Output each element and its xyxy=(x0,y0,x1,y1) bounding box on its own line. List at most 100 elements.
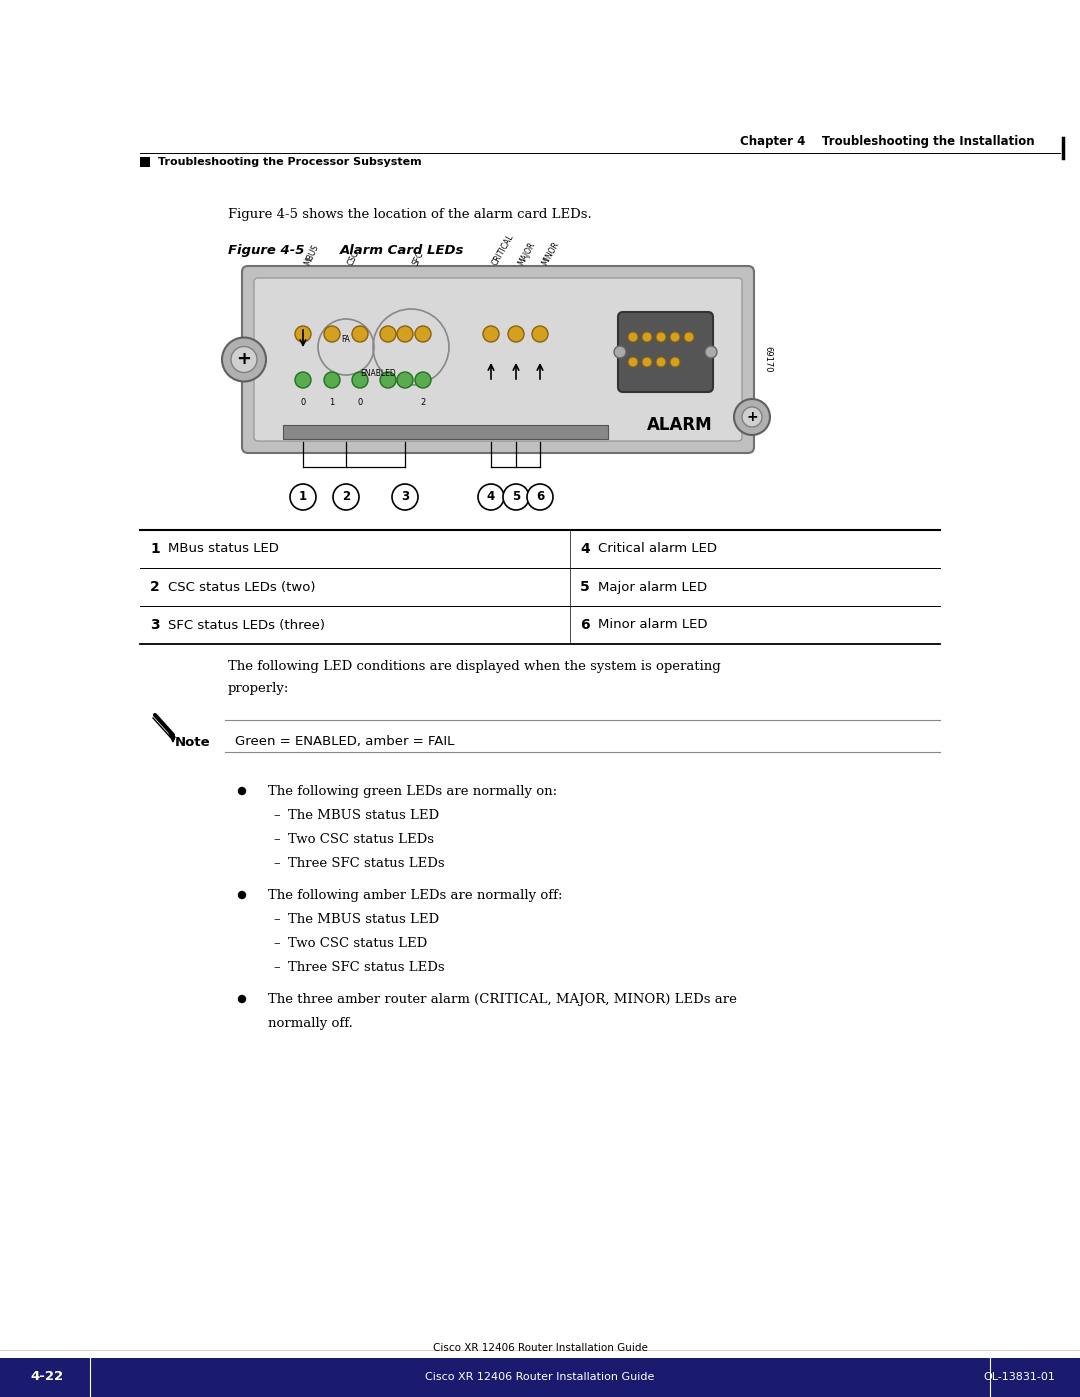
Circle shape xyxy=(734,400,770,434)
FancyBboxPatch shape xyxy=(254,278,742,441)
Text: 5: 5 xyxy=(512,490,521,503)
Text: SFC: SFC xyxy=(411,250,426,267)
Circle shape xyxy=(352,372,368,388)
Text: 3: 3 xyxy=(401,490,409,503)
Circle shape xyxy=(291,483,316,510)
Text: CRITICAL: CRITICAL xyxy=(491,233,516,267)
Circle shape xyxy=(392,483,418,510)
Text: MAJOR: MAJOR xyxy=(516,240,537,267)
Text: MINOR: MINOR xyxy=(540,240,561,267)
Text: 2: 2 xyxy=(150,580,160,594)
Text: 4: 4 xyxy=(487,490,495,503)
Text: FA: FA xyxy=(341,335,350,345)
Text: Chapter 4    Troubleshooting the Installation: Chapter 4 Troubleshooting the Installati… xyxy=(740,136,1035,148)
Text: MBUS: MBUS xyxy=(303,243,321,267)
Text: Three SFC status LEDs: Three SFC status LEDs xyxy=(288,961,445,974)
Polygon shape xyxy=(168,733,175,742)
Circle shape xyxy=(742,407,762,427)
Circle shape xyxy=(239,788,245,795)
Text: Critical alarm LED: Critical alarm LED xyxy=(598,542,717,556)
Text: CSC: CSC xyxy=(346,250,361,267)
Text: –: – xyxy=(273,914,280,926)
FancyBboxPatch shape xyxy=(242,265,754,453)
Text: 3: 3 xyxy=(150,617,160,631)
Text: MBus status LED: MBus status LED xyxy=(168,542,279,556)
Text: SFC status LEDs (three): SFC status LEDs (three) xyxy=(168,619,325,631)
Circle shape xyxy=(397,326,413,342)
Circle shape xyxy=(380,326,396,342)
Text: CSC status LEDs (two): CSC status LEDs (two) xyxy=(168,581,315,594)
Circle shape xyxy=(615,346,626,358)
Circle shape xyxy=(324,326,340,342)
Text: ENABLED: ENABLED xyxy=(360,369,396,379)
Circle shape xyxy=(295,326,311,342)
Text: The following LED conditions are displayed when the system is operating: The following LED conditions are display… xyxy=(228,659,720,673)
Circle shape xyxy=(478,483,504,510)
Circle shape xyxy=(670,332,680,342)
Circle shape xyxy=(239,996,245,1003)
Text: Two CSC status LED: Two CSC status LED xyxy=(288,937,428,950)
Circle shape xyxy=(483,326,499,342)
Text: 2: 2 xyxy=(342,490,350,503)
Text: –: – xyxy=(273,856,280,870)
Circle shape xyxy=(642,332,652,342)
Text: 4: 4 xyxy=(580,542,590,556)
Circle shape xyxy=(222,338,266,381)
Circle shape xyxy=(380,372,396,388)
Circle shape xyxy=(627,358,638,367)
Text: 5: 5 xyxy=(580,580,590,594)
Bar xyxy=(140,156,150,168)
Text: Green = ENABLED, amber = FAIL: Green = ENABLED, amber = FAIL xyxy=(235,735,455,749)
Text: Note: Note xyxy=(175,735,211,749)
Text: ALARM: ALARM xyxy=(647,416,713,434)
Text: properly:: properly: xyxy=(228,682,289,694)
Circle shape xyxy=(508,326,524,342)
Text: –: – xyxy=(273,937,280,950)
Text: –: – xyxy=(273,833,280,847)
Circle shape xyxy=(503,483,529,510)
Text: 6: 6 xyxy=(580,617,590,631)
Text: The following amber LEDs are normally off:: The following amber LEDs are normally of… xyxy=(268,888,563,902)
Text: OL-13831-01: OL-13831-01 xyxy=(983,1372,1055,1382)
Circle shape xyxy=(231,346,257,373)
FancyBboxPatch shape xyxy=(618,312,713,393)
Circle shape xyxy=(397,372,413,388)
Text: +: + xyxy=(746,409,758,425)
Text: 1: 1 xyxy=(299,490,307,503)
Text: The following green LEDs are normally on:: The following green LEDs are normally on… xyxy=(268,785,557,798)
Text: 69170: 69170 xyxy=(764,346,772,373)
Text: 6: 6 xyxy=(536,490,544,503)
Text: normally off.: normally off. xyxy=(268,1017,353,1030)
Circle shape xyxy=(352,326,368,342)
Circle shape xyxy=(627,332,638,342)
Text: Cisco XR 12406 Router Installation Guide: Cisco XR 12406 Router Installation Guide xyxy=(433,1343,647,1354)
Text: Three SFC status LEDs: Three SFC status LEDs xyxy=(288,856,445,870)
Circle shape xyxy=(295,372,311,388)
Text: 2: 2 xyxy=(420,398,426,407)
Bar xyxy=(0,1358,1080,1397)
Text: Alarm Card LEDs: Alarm Card LEDs xyxy=(340,244,464,257)
Text: –: – xyxy=(273,961,280,974)
Text: +: + xyxy=(237,351,252,369)
Circle shape xyxy=(415,372,431,388)
Circle shape xyxy=(642,358,652,367)
Text: 0: 0 xyxy=(300,398,306,407)
Text: 1: 1 xyxy=(329,398,335,407)
Text: –: – xyxy=(273,809,280,821)
Circle shape xyxy=(239,891,245,898)
Text: The MBUS status LED: The MBUS status LED xyxy=(288,809,440,821)
Circle shape xyxy=(415,326,431,342)
Text: Minor alarm LED: Minor alarm LED xyxy=(598,619,707,631)
Circle shape xyxy=(527,483,553,510)
Text: 4-22: 4-22 xyxy=(30,1370,63,1383)
Circle shape xyxy=(656,332,666,342)
Text: Cisco XR 12406 Router Installation Guide: Cisco XR 12406 Router Installation Guide xyxy=(426,1372,654,1382)
Text: 0: 0 xyxy=(357,398,363,407)
Circle shape xyxy=(333,483,359,510)
Bar xyxy=(283,425,608,439)
Circle shape xyxy=(532,326,548,342)
Text: Figure 4-5 shows the location of the alarm card LEDs.: Figure 4-5 shows the location of the ala… xyxy=(228,208,592,221)
Text: The three amber router alarm (CRITICAL, MAJOR, MINOR) LEDs are: The three amber router alarm (CRITICAL, … xyxy=(268,993,737,1006)
Text: The MBUS status LED: The MBUS status LED xyxy=(288,914,440,926)
Text: Two CSC status LEDs: Two CSC status LEDs xyxy=(288,833,434,847)
